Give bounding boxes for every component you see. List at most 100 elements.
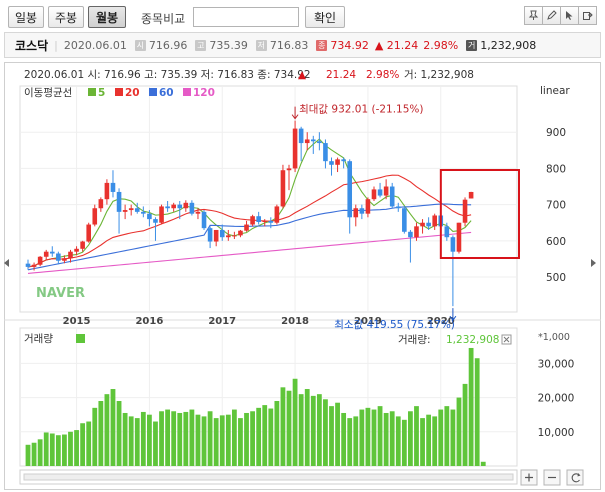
volume-bar[interactable] <box>165 409 171 466</box>
candle-body[interactable] <box>280 170 286 207</box>
candle-body[interactable] <box>353 208 359 218</box>
candle-body[interactable] <box>310 139 316 142</box>
volume-bar[interactable] <box>335 402 340 466</box>
volume-bar[interactable] <box>86 421 92 466</box>
volume-bar[interactable] <box>274 401 280 466</box>
candle-body[interactable] <box>377 189 383 196</box>
candle-body[interactable] <box>304 139 310 144</box>
volume-bar[interactable] <box>341 412 347 466</box>
volume-bar[interactable] <box>171 411 177 466</box>
volume-bar[interactable] <box>474 358 480 466</box>
volume-bar[interactable] <box>244 412 249 466</box>
candle-body[interactable] <box>134 208 140 212</box>
volume-close-button[interactable] <box>501 334 512 345</box>
candle-body[interactable] <box>92 208 98 225</box>
volume-bar[interactable] <box>256 407 262 466</box>
candle-body[interactable] <box>219 229 225 238</box>
volume-bar[interactable] <box>238 418 243 466</box>
candle-body[interactable] <box>128 208 134 211</box>
candle-body[interactable] <box>74 248 79 252</box>
volume-bar[interactable] <box>365 407 371 466</box>
volume-bar[interactable] <box>292 378 298 466</box>
volume-bar[interactable] <box>450 409 456 466</box>
volume-bar[interactable] <box>201 416 207 466</box>
candle-body[interactable] <box>141 211 146 214</box>
volume-bar[interactable] <box>262 405 268 466</box>
export-icon[interactable] <box>578 6 597 25</box>
candle-body[interactable] <box>341 159 346 162</box>
candle-body[interactable] <box>359 208 365 214</box>
candle-body[interactable] <box>80 241 85 249</box>
candle-body[interactable] <box>298 128 304 144</box>
compare-input[interactable] <box>193 7 299 27</box>
volume-bar[interactable] <box>280 387 286 466</box>
candle-body[interactable] <box>329 161 334 165</box>
volume-bar[interactable] <box>323 399 328 466</box>
volume-bar[interactable] <box>456 397 462 466</box>
candle-body[interactable] <box>462 199 468 223</box>
volume-bar[interactable] <box>116 401 122 466</box>
candle-body[interactable] <box>317 141 322 144</box>
candle-body[interactable] <box>68 251 73 259</box>
volume-bar[interactable] <box>177 412 183 466</box>
candle-body[interactable] <box>286 168 292 171</box>
candle-body[interactable] <box>238 230 243 236</box>
volume-bar[interactable] <box>316 394 322 466</box>
volume-bar[interactable] <box>462 383 468 466</box>
volume-bar[interactable] <box>49 433 55 467</box>
volume-bar[interactable] <box>128 416 134 466</box>
candle-body[interactable] <box>98 199 104 209</box>
candle-body[interactable] <box>147 213 152 220</box>
volume-bar[interactable] <box>80 423 86 466</box>
volume-bar[interactable] <box>183 411 189 466</box>
zoom-in-button[interactable] <box>520 469 538 486</box>
candle-body[interactable] <box>250 216 255 225</box>
candle-body[interactable] <box>244 224 249 231</box>
candle-body[interactable] <box>122 210 128 212</box>
candle-body[interactable] <box>426 222 431 227</box>
volume-bar[interactable] <box>420 418 425 466</box>
volume-bar[interactable] <box>480 461 486 466</box>
volume-bar[interactable] <box>207 411 213 466</box>
candle-body[interactable] <box>201 211 207 229</box>
candle-body[interactable] <box>365 199 371 214</box>
candle-body[interactable] <box>25 263 31 267</box>
volume-bar[interactable] <box>92 407 98 466</box>
volume-bar[interactable] <box>110 389 116 466</box>
volume-bar[interactable] <box>377 406 383 466</box>
candle-body[interactable] <box>49 251 55 254</box>
volume-bar[interactable] <box>353 416 359 466</box>
candle-body[interactable] <box>335 159 340 165</box>
candle-body[interactable] <box>402 208 407 232</box>
volume-bar[interactable] <box>408 411 413 466</box>
volume-bar[interactable] <box>98 401 104 466</box>
candle-body[interactable] <box>383 186 389 196</box>
volume-bar[interactable] <box>31 442 37 466</box>
candle-body[interactable] <box>389 186 395 207</box>
volume-bar[interactable] <box>250 411 255 466</box>
volume-bar[interactable] <box>468 347 474 466</box>
volume-bar[interactable] <box>310 395 316 466</box>
volume-bar[interactable] <box>426 414 432 466</box>
volume-bar[interactable] <box>195 414 201 466</box>
candle-body[interactable] <box>292 128 298 169</box>
volume-bar[interactable] <box>134 418 140 466</box>
candle-body[interactable] <box>56 253 61 261</box>
volume-bar[interactable] <box>286 390 292 466</box>
volume-bar[interactable] <box>389 411 395 466</box>
candle-body[interactable] <box>262 220 268 222</box>
scrollbar-thumb[interactable] <box>23 473 514 481</box>
candle-body[interactable] <box>232 235 237 237</box>
volume-bar[interactable] <box>225 414 231 466</box>
volume-bar[interactable] <box>43 432 49 466</box>
volume-bar[interactable] <box>140 411 146 466</box>
volume-bar[interactable] <box>347 418 353 466</box>
volume-bar[interactable] <box>122 412 128 466</box>
candle-body[interactable] <box>43 251 49 257</box>
candle-body[interactable] <box>450 237 456 252</box>
volume-bar[interactable] <box>414 406 419 466</box>
volume-bar[interactable] <box>231 409 237 466</box>
candle-body[interactable] <box>432 215 437 227</box>
scroll-left-arrow[interactable] <box>4 259 9 267</box>
